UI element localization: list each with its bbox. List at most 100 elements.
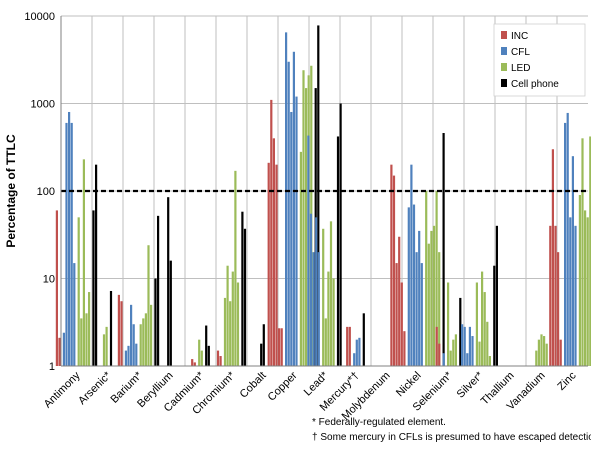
bar-inc xyxy=(403,331,406,366)
bar-cfl xyxy=(418,230,421,366)
footnote-mercury: † Some mercury in CFLs is presumed to ha… xyxy=(312,432,591,443)
bar-inc xyxy=(55,210,58,366)
bar-cfl xyxy=(127,345,130,366)
bar-inc xyxy=(216,350,220,366)
bar-led xyxy=(102,334,106,366)
legend-swatch xyxy=(501,79,507,87)
bar-led xyxy=(80,318,83,366)
bar-inc xyxy=(272,138,275,366)
bar-inc xyxy=(395,263,398,366)
bar-cfl xyxy=(290,111,293,366)
bar-inc xyxy=(557,252,560,366)
bar-cfl xyxy=(309,213,313,366)
bar-inc xyxy=(348,326,351,366)
bar-cfl xyxy=(130,304,133,366)
bar-led xyxy=(454,334,457,366)
bar-led xyxy=(427,243,430,366)
bar-cell-phone xyxy=(260,343,263,366)
bar-led xyxy=(82,159,85,366)
y-tick-label: 10 xyxy=(43,274,55,286)
bar-led xyxy=(144,313,147,366)
bar-cell-phone xyxy=(336,136,340,366)
bar-cell-phone xyxy=(207,345,210,366)
legend-label: LED xyxy=(511,63,530,74)
bar-cfl xyxy=(564,122,567,366)
bar-cfl xyxy=(317,252,320,366)
bar-cfl xyxy=(70,122,73,366)
bar-led xyxy=(200,350,203,366)
bar-inc xyxy=(280,328,283,366)
bar-inc xyxy=(58,337,61,366)
bar-cfl xyxy=(410,164,413,366)
bar-led xyxy=(142,318,145,366)
bar-led xyxy=(486,321,489,366)
legend-swatch xyxy=(501,31,507,39)
bar-led xyxy=(305,88,308,366)
bar-cell-phone xyxy=(495,225,498,366)
bar-cfl xyxy=(287,61,290,366)
bar-cell-phone xyxy=(339,103,342,366)
bar-led xyxy=(584,210,587,366)
y-axis-title: Percentage of TTLC xyxy=(4,134,18,248)
bar-cfl xyxy=(407,207,410,366)
bar-cell-phone xyxy=(95,164,98,366)
bar-inc xyxy=(549,225,552,366)
bar-led xyxy=(581,138,584,366)
bar-cfl xyxy=(412,204,416,366)
bar-cell-phone xyxy=(109,290,113,366)
bar-cfl xyxy=(62,332,65,366)
bar-led xyxy=(425,191,428,366)
bar-led xyxy=(537,339,540,366)
bar-led xyxy=(578,195,581,366)
bar-led xyxy=(77,217,80,366)
y-tick-label: 100 xyxy=(37,186,55,198)
bar-inc xyxy=(398,236,401,366)
bar-cell-phone xyxy=(154,278,157,366)
bar-cfl xyxy=(132,324,135,366)
bar-led xyxy=(540,334,543,366)
bar-inc xyxy=(551,149,554,366)
bar-cfl xyxy=(574,225,577,366)
bar-cell-phone xyxy=(317,25,320,366)
bar-led xyxy=(302,70,305,366)
bar-cell-phone xyxy=(493,265,496,366)
bar-cfl xyxy=(124,350,127,366)
bar-inc xyxy=(270,99,273,366)
bar-led xyxy=(105,326,108,366)
bar-led xyxy=(447,282,450,366)
bar-led xyxy=(438,252,441,366)
bar-led xyxy=(589,136,591,366)
bar-cell-phone xyxy=(205,325,208,366)
legend-label: INC xyxy=(511,31,528,42)
bar-led xyxy=(475,282,478,366)
bar-inc xyxy=(390,164,393,366)
axes xyxy=(60,16,588,367)
bar-cfl xyxy=(312,252,315,366)
bar-cfl xyxy=(420,263,423,366)
bar-cfl xyxy=(461,324,464,366)
bar-cell-phone xyxy=(243,228,247,366)
y-tick-label: 1000 xyxy=(31,99,55,111)
bar-cfl xyxy=(571,156,574,366)
bar-cfl xyxy=(442,353,445,366)
bar-cell-phone xyxy=(167,197,170,366)
bar-led xyxy=(234,170,237,366)
bar-inc xyxy=(435,326,438,366)
bar-cfl xyxy=(358,337,361,366)
bar-inc xyxy=(193,362,196,366)
legend-swatch xyxy=(501,47,507,55)
bar-led xyxy=(432,225,436,366)
bar-inc xyxy=(346,326,349,366)
bar-led xyxy=(586,217,589,366)
bar-inc xyxy=(278,328,281,366)
bar-cfl xyxy=(292,51,295,366)
bar-cell-phone xyxy=(92,210,95,366)
bar-cfl xyxy=(315,217,318,366)
bar-led xyxy=(435,191,438,366)
bar-inc xyxy=(400,282,403,366)
bar-led xyxy=(332,278,335,366)
bar-led xyxy=(85,313,88,366)
footnote-federal: * Federally-regulated element. xyxy=(312,417,446,428)
bar-cfl xyxy=(295,96,298,366)
legend-swatch xyxy=(501,63,507,71)
